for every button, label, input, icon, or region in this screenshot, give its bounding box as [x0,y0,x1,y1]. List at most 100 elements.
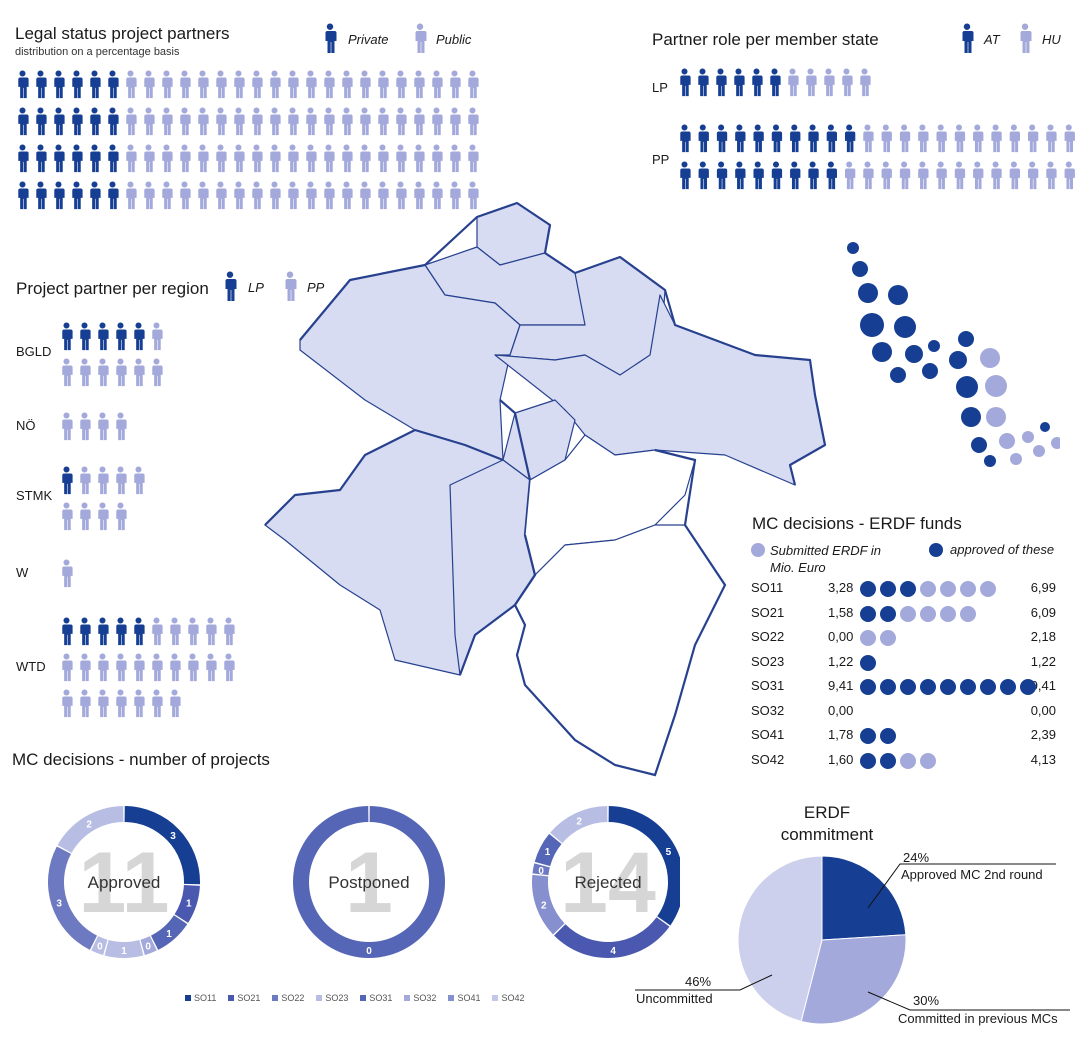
person-icon-light [936,124,947,153]
erdf-dot-submitted [960,605,976,622]
person-icon-light [234,107,245,136]
person-icon-dark [698,68,709,97]
person-icon-light [270,144,281,173]
so-legend-swatch [316,995,323,1001]
erdf-approved-value: 3,28 [828,580,854,595]
person-icon-dark [18,70,29,99]
person-icon-light [973,161,984,190]
pie-leader-line [867,863,1056,909]
person-icon-dark [72,181,83,210]
decorative-dot [858,283,878,303]
region-icons-nö [59,412,149,453]
donut-slice-label: 1 [166,929,172,940]
person-icon [225,271,237,301]
person-icon-dark [72,144,83,173]
donut-slice-label: 1 [121,946,127,957]
pie-slice [800,934,907,1025]
decorative-dot [1022,431,1034,443]
person-icon-light [80,358,91,387]
erdf-dot-approved [880,581,896,597]
pie-approved-pct: 24% [903,850,930,865]
person-icon-light [1027,161,1039,190]
person-icon-light [468,144,479,173]
person-icon-light [252,70,263,99]
person-icon-light [342,70,353,99]
region-label-stmk: STMK [16,488,53,503]
role-pp-label: PP [652,152,670,167]
erdf-dot-approved [980,679,996,695]
erdf-dot-approved [900,581,916,597]
map-region-west [299,264,521,461]
legend-pp-label: PP [307,280,325,295]
erdf-dot-approved [880,679,896,695]
pie-slice [737,855,823,1022]
region-icons-w [59,559,149,600]
so-legend-swatch [185,995,191,1001]
person-icon-light [1009,161,1020,190]
donut-slice-label: 4 [610,946,616,957]
person-icon-light [954,161,966,190]
person-icon-light [116,466,127,495]
person-icon-dark [108,144,119,173]
person-icon-dark [680,124,691,153]
erdf-submitted-value: 2,39 [1030,727,1056,742]
legend-approved-dot [929,543,943,557]
erdf-dot-row [860,605,976,622]
erdf-dot-submitted [940,581,956,597]
person-icon-light [152,358,163,387]
erdf-dot-approved [860,728,876,744]
erdf-dot-approved [940,679,956,695]
person-icon-light [80,502,91,531]
region-label-bgld: BGLD [16,344,52,359]
region-map [264,201,827,777]
decorative-dot [1033,445,1045,457]
legend-lp-icon [225,271,237,301]
donut-big-number: 14 [560,835,656,931]
erdf-submitted-value: 9,41 [1030,678,1056,693]
person-icon-light [116,358,127,387]
person-icon-dark [108,181,119,210]
donut-center-label: Postponed [328,873,409,892]
person-icon-light [144,70,155,99]
decorative-dot [905,345,923,363]
person-icon-light [1064,161,1075,190]
pie-slice [821,855,907,941]
person-icon-light [324,70,335,99]
decorative-dot [956,376,978,398]
erdf-submitted-value: 2,18 [1030,629,1056,644]
so-legend-swatch [404,995,411,1001]
person-icon-light [98,466,109,495]
erdf-dot-row [860,679,1036,695]
erdf-dot-submitted [900,752,916,769]
person-icon-light [144,107,155,136]
person-icon-light [62,689,73,718]
person-icon-light [180,70,191,99]
person-icon-light [198,144,209,173]
person-icon-light [270,107,281,136]
donut-slice [91,936,108,956]
person-icon-light [80,412,91,441]
person-icon-light [234,144,245,173]
person-icon-dark [771,161,783,190]
person-icon-light [918,161,929,190]
donut-slice [532,863,550,876]
erdf-dot-approved [900,679,916,695]
decorative-dot [888,285,908,305]
person-icon-light [270,181,281,210]
region-label-wtd: WTD [16,659,46,674]
legend-public-label: Public [436,32,472,47]
person-icon-light [396,181,407,210]
person-icon-light [198,181,209,210]
person-icon-light [414,181,425,210]
decorative-dot [985,375,1007,397]
donut-big-number: 1 [345,835,393,931]
person-icon-dark [108,107,119,136]
person-icon-light [144,144,155,173]
commitment-title-line2: commitment [780,825,874,844]
person-icon-dark [80,617,91,646]
person-icon-dark [753,161,764,190]
person-icon-light [881,161,892,190]
decorative-dot [928,340,940,352]
person-icon-light [788,68,799,97]
person-icon-dark [808,124,819,153]
